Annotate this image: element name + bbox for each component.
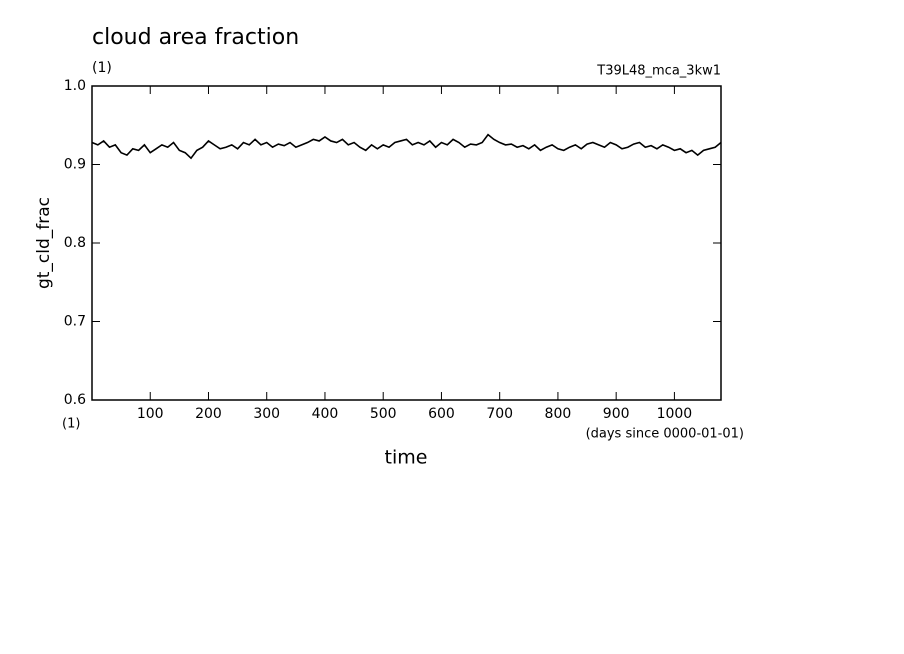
x-unit-left: (1) bbox=[62, 417, 80, 432]
y-axis-label: gt_cld_frac bbox=[34, 197, 54, 289]
y-tick-label: 1.0 bbox=[64, 78, 86, 94]
x-tick-label: 700 bbox=[486, 406, 513, 422]
chart-title: cloud area fraction bbox=[92, 25, 299, 50]
y-tick-label: 0.8 bbox=[64, 235, 86, 251]
x-tick-label: 100 bbox=[137, 406, 164, 422]
x-tick-label: 500 bbox=[370, 406, 397, 422]
x-tick-label: 800 bbox=[545, 406, 572, 422]
x-axis-label: time bbox=[385, 447, 428, 469]
x-unit: (days since 0000-01-01) bbox=[586, 427, 744, 442]
y-tick-label: 0.7 bbox=[64, 314, 86, 330]
annotation: T39L48_mca_3kw1 bbox=[596, 64, 721, 79]
x-tick-label: 300 bbox=[253, 406, 280, 422]
data-line bbox=[91, 133, 722, 160]
x-tick-label: 900 bbox=[603, 406, 630, 422]
x-tick-label: 400 bbox=[312, 406, 339, 422]
y-tick-label: 0.6 bbox=[64, 392, 86, 408]
x-tick-label: 200 bbox=[195, 406, 222, 422]
x-tick-label: 1000 bbox=[657, 406, 693, 422]
x-tick-label: 600 bbox=[428, 406, 455, 422]
y-tick-label: 0.9 bbox=[64, 157, 86, 173]
plot-frame bbox=[91, 85, 722, 401]
unit-label: (1) bbox=[92, 60, 112, 76]
